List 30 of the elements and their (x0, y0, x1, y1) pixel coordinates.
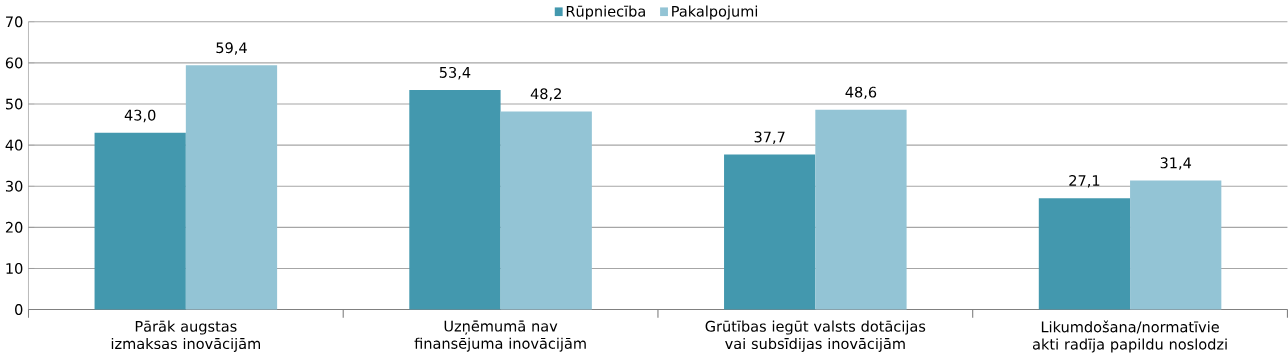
data-label: 48,6 (845, 86, 877, 99)
bar (724, 154, 816, 310)
y-tick-label: 30 (5, 180, 23, 192)
legend-label: Pakalpojumi (672, 5, 758, 20)
y-tick-label: 70 (6, 16, 23, 28)
bar (500, 111, 592, 310)
data-label: 43,0 (124, 109, 156, 122)
x-tick-label: Likumdošana/normatīvie akti radīja papildu noslodzi (1032, 320, 1227, 353)
bar (815, 109, 907, 310)
y-tick-label: 20 (5, 221, 23, 233)
bar (94, 132, 186, 310)
y-tick-label: 50 (5, 98, 23, 110)
bar (185, 65, 278, 310)
bar (1038, 197, 1131, 310)
y-tick-label: 40 (5, 139, 23, 151)
bar (1130, 180, 1222, 310)
data-label: 59,4 (216, 42, 247, 55)
data-label: 53,4 (439, 66, 471, 80)
data-label: 37,7 (754, 131, 785, 144)
y-tick-label: 60 (5, 57, 23, 69)
x-tick-label: Grūtības iegūt valsts dotācijas vai subsīdijas inovācijām (705, 320, 926, 352)
bar (409, 89, 501, 310)
y-tick-label: 10 (6, 262, 23, 274)
data-label: 48,2 (530, 88, 561, 101)
x-tick-label: Uzņēmumā nav finansējuma inovācijām (414, 320, 586, 352)
x-tick-label: Pārāk augstas izmaksas inovācijām (111, 320, 260, 352)
y-tick-label: 0 (15, 303, 23, 315)
data-label: 31,4 (1160, 157, 1192, 170)
data-label: 27,1 (1069, 174, 1100, 188)
legend-label: Rūpniecība (566, 5, 645, 20)
